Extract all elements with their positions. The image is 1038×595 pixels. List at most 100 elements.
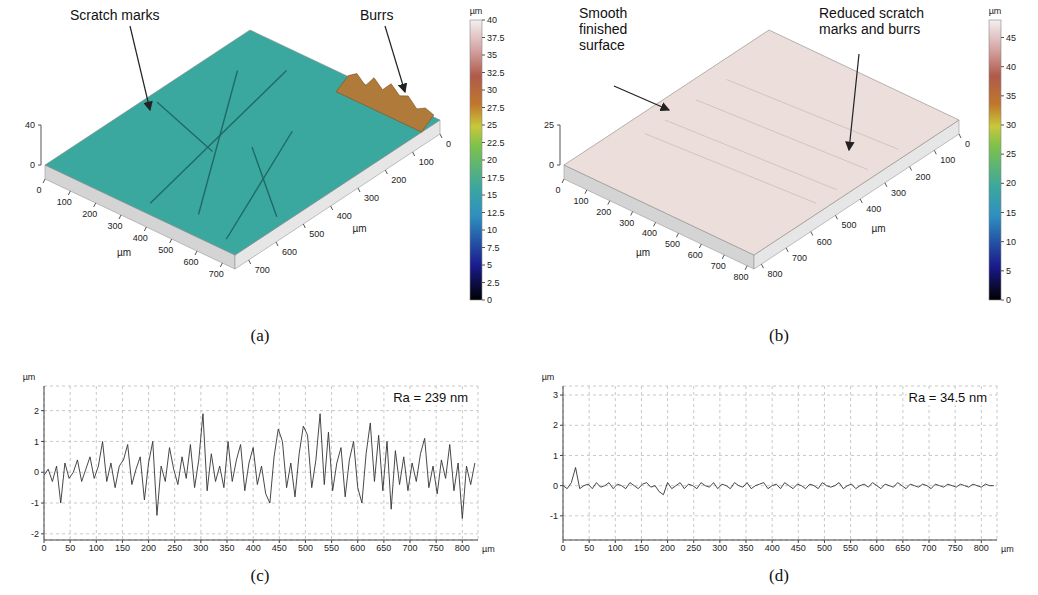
svg-text:200: 200: [660, 543, 675, 553]
svg-text:100: 100: [57, 197, 72, 207]
svg-text:600: 600: [688, 250, 703, 260]
svg-text:800: 800: [974, 543, 989, 553]
svg-text:600: 600: [282, 247, 297, 257]
svg-text:400: 400: [133, 233, 148, 243]
svg-text:2: 2: [34, 406, 39, 416]
svg-text:800: 800: [767, 269, 782, 279]
svg-text:Smooth: Smooth: [579, 5, 627, 21]
svg-text:700: 700: [711, 261, 726, 271]
svg-text:marks and burrs: marks and burrs: [819, 21, 920, 37]
svg-text:300: 300: [619, 218, 634, 228]
svg-text:700: 700: [255, 265, 270, 275]
svg-text:-1: -1: [31, 498, 39, 508]
svg-text:-1: -1: [550, 511, 558, 521]
svg-text:µm: µm: [1001, 544, 1014, 554]
svg-text:300: 300: [193, 543, 208, 553]
svg-text:0: 0: [41, 543, 46, 553]
svg-text:350: 350: [219, 543, 234, 553]
svg-text:100: 100: [573, 196, 588, 206]
svg-text:0: 0: [560, 543, 565, 553]
svg-text:350: 350: [738, 543, 753, 553]
svg-text:500: 500: [842, 220, 857, 230]
svg-text:32.5: 32.5: [487, 68, 505, 78]
svg-text:µm: µm: [470, 6, 483, 16]
svg-text:µm: µm: [871, 223, 885, 234]
svg-text:200: 200: [141, 543, 156, 553]
svg-text:27.5: 27.5: [487, 103, 505, 113]
svg-text:0: 0: [1006, 295, 1011, 305]
svg-text:15: 15: [1006, 208, 1016, 218]
svg-text:400: 400: [337, 211, 352, 221]
svg-text:0: 0: [36, 185, 41, 195]
svg-text:750: 750: [948, 543, 963, 553]
svg-text:35: 35: [487, 50, 497, 60]
svg-text:15: 15: [487, 190, 497, 200]
svg-text:3: 3: [553, 390, 558, 400]
svg-text:700: 700: [792, 253, 807, 263]
svg-text:17.5: 17.5: [487, 173, 505, 183]
svg-text:0: 0: [487, 295, 492, 305]
svg-text:20: 20: [1006, 178, 1016, 188]
svg-text:500: 500: [665, 239, 680, 249]
svg-text:30: 30: [1006, 120, 1016, 130]
svg-text:Scratch marks: Scratch marks: [70, 7, 159, 23]
svg-text:100: 100: [608, 543, 623, 553]
svg-text:250: 250: [686, 543, 701, 553]
svg-text:50: 50: [65, 543, 75, 553]
svg-text:35: 35: [1006, 91, 1016, 101]
svg-text:500: 500: [817, 543, 832, 553]
svg-text:200: 200: [391, 175, 406, 185]
svg-text:µm: µm: [117, 247, 131, 258]
svg-text:200: 200: [916, 172, 931, 182]
svg-text:40: 40: [487, 15, 497, 25]
svg-text:300: 300: [891, 188, 906, 198]
svg-text:0: 0: [30, 160, 35, 170]
svg-text:650: 650: [376, 543, 391, 553]
svg-text:25: 25: [1006, 149, 1016, 159]
svg-text:200: 200: [82, 209, 97, 219]
svg-text:550: 550: [324, 543, 339, 553]
svg-text:400: 400: [246, 543, 261, 553]
svg-text:200: 200: [596, 207, 611, 217]
svg-text:1: 1: [34, 437, 39, 447]
svg-text:500: 500: [309, 229, 324, 239]
svg-text:30: 30: [487, 85, 497, 95]
svg-text:45: 45: [1006, 33, 1016, 43]
svg-text:0: 0: [446, 139, 451, 149]
svg-text:650: 650: [895, 543, 910, 553]
svg-text:300: 300: [364, 193, 379, 203]
svg-text:1: 1: [553, 451, 558, 461]
svg-text:600: 600: [869, 543, 884, 553]
svg-text:2: 2: [553, 420, 558, 430]
svg-text:2.5: 2.5: [487, 278, 500, 288]
svg-text:µm: µm: [636, 247, 650, 258]
svg-text:0: 0: [549, 160, 554, 170]
svg-text:700: 700: [922, 543, 937, 553]
svg-text:25: 25: [487, 120, 497, 130]
svg-text:100: 100: [89, 543, 104, 553]
svg-text:Reduced scratch: Reduced scratch: [819, 5, 924, 21]
svg-text:0: 0: [555, 185, 560, 195]
svg-text:µm: µm: [989, 6, 1002, 16]
svg-text:5: 5: [1006, 266, 1011, 276]
svg-text:finished: finished: [579, 21, 627, 37]
svg-text:10: 10: [1006, 237, 1016, 247]
svg-text:7.5: 7.5: [487, 243, 500, 253]
svg-text:800: 800: [455, 543, 470, 553]
svg-text:20: 20: [487, 155, 497, 165]
svg-text:100: 100: [940, 155, 955, 165]
svg-text:300: 300: [712, 543, 727, 553]
svg-text:600: 600: [817, 237, 832, 247]
svg-text:150: 150: [634, 543, 649, 553]
svg-text:40: 40: [25, 120, 35, 130]
svg-text:50: 50: [584, 543, 594, 553]
svg-text:5: 5: [487, 260, 492, 270]
svg-text:0: 0: [553, 481, 558, 491]
svg-text:400: 400: [765, 543, 780, 553]
svg-text:300: 300: [107, 221, 122, 231]
svg-text:400: 400: [642, 228, 657, 238]
svg-text:µm: µm: [542, 372, 555, 382]
svg-text:40: 40: [1006, 62, 1016, 72]
svg-text:450: 450: [791, 543, 806, 553]
svg-text:0: 0: [965, 139, 970, 149]
